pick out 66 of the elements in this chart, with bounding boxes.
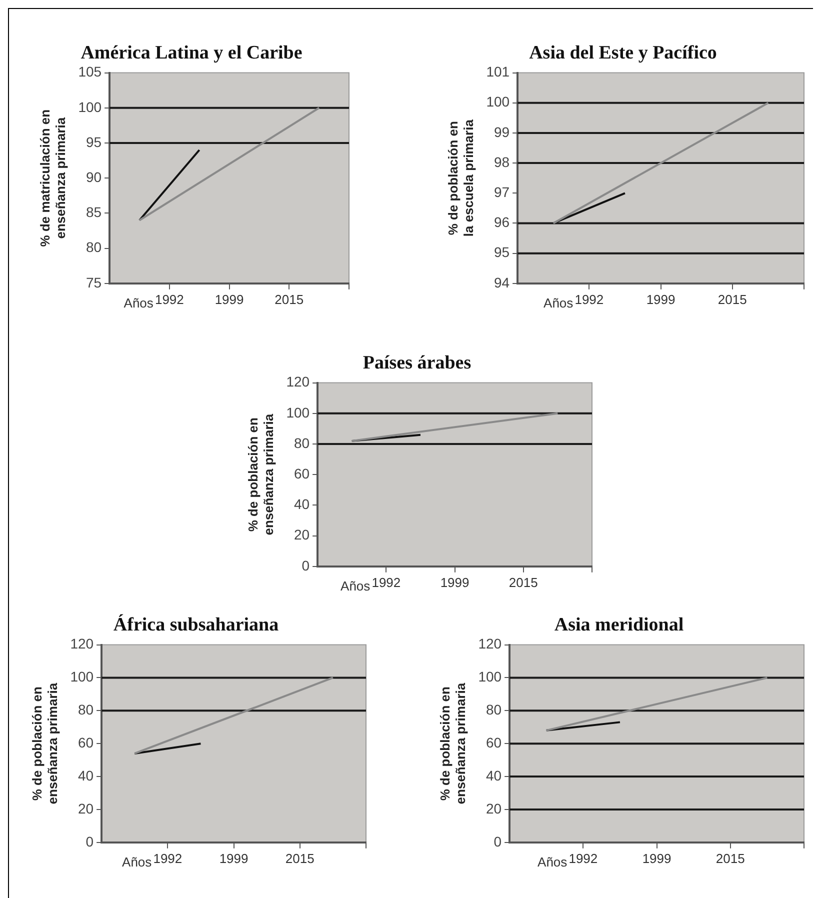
y-tick-label: 100 xyxy=(478,668,502,685)
y-tick-label: 80 xyxy=(294,434,310,451)
y-tick-label: 97 xyxy=(494,184,510,200)
y-tick-label: 95 xyxy=(494,244,510,260)
chart-title: África subsahariana xyxy=(113,613,280,636)
y-tick-label: 94 xyxy=(494,274,510,290)
chart-title: Países árabes xyxy=(362,352,472,374)
x-tick-label: 1992 xyxy=(568,850,598,866)
x-axis-title: Años xyxy=(544,295,574,310)
y-tick-label: 60 xyxy=(294,465,310,482)
y-axis-title: % de población en enseñanza primaria xyxy=(245,413,276,536)
y-tick-label: 120 xyxy=(478,636,502,652)
x-tick-label: 2015 xyxy=(716,850,745,866)
x-tick-label: 1999 xyxy=(219,850,248,866)
x-tick-label: 2015 xyxy=(285,850,314,866)
y-tick-label: 20 xyxy=(78,800,94,816)
y-tick-label: 80 xyxy=(486,702,502,718)
y-tick-label: 80 xyxy=(78,702,94,718)
x-tick-label: 2015 xyxy=(274,292,304,307)
y-tick-label: 0 xyxy=(302,557,310,574)
y-tick-label: 20 xyxy=(486,800,502,816)
y-tick-label: 99 xyxy=(494,124,510,140)
y-axis-title: % de población en enseñanza primaria xyxy=(29,682,60,804)
y-axis-title: % de población en enseñanza primaria xyxy=(437,682,468,804)
y-tick-label: 80 xyxy=(86,239,102,256)
y-tick-label: 98 xyxy=(494,154,510,170)
y-tick-label: 95 xyxy=(86,134,102,150)
x-axis-title: Años xyxy=(538,854,568,870)
x-axis-title: Años xyxy=(124,295,154,310)
y-tick-label: 20 xyxy=(294,526,310,543)
x-tick-label: 1992 xyxy=(153,850,182,866)
y-tick-label: 105 xyxy=(78,64,102,80)
x-tick-label: 2015 xyxy=(718,292,747,307)
y-tick-label: 60 xyxy=(78,734,94,750)
y-axis-title: % de matriculación en enseñanza primaria xyxy=(37,109,68,247)
chart-title: América Latina y el Caribe xyxy=(80,42,302,64)
x-tick-label: 1999 xyxy=(214,292,244,307)
y-tick-label: 0 xyxy=(494,833,502,850)
x-axis-title: Años xyxy=(122,854,152,870)
chart-title: Asia meridional xyxy=(554,614,684,636)
y-tick-label: 40 xyxy=(294,496,310,512)
y-axis-title: % de población en la escuela primaria xyxy=(445,118,476,237)
y-tick-label: 101 xyxy=(486,64,510,80)
y-tick-label: 100 xyxy=(286,404,310,420)
y-tick-label: 85 xyxy=(86,204,102,220)
x-tick-label: 1992 xyxy=(154,292,184,307)
y-tick-label: 40 xyxy=(78,767,94,784)
x-tick-label: 1999 xyxy=(440,574,470,590)
chart-title: Asia del Este y Pacífico xyxy=(529,42,717,64)
y-tick-label: 120 xyxy=(70,636,94,652)
x-tick-label: 2015 xyxy=(508,574,538,590)
y-tick-label: 90 xyxy=(86,168,102,185)
x-tick-label: 1999 xyxy=(646,292,676,307)
y-tick-label: 96 xyxy=(494,214,510,230)
y-tick-label: 100 xyxy=(486,94,510,110)
y-tick-label: 75 xyxy=(86,274,102,290)
y-tick-label: 40 xyxy=(486,767,502,784)
y-tick-label: 60 xyxy=(486,734,502,750)
x-tick-label: 1992 xyxy=(372,574,401,590)
x-tick-label: 1992 xyxy=(574,292,604,307)
y-tick-label: 100 xyxy=(78,98,102,115)
y-tick-label: 0 xyxy=(86,833,94,850)
y-tick-label: 120 xyxy=(286,374,310,390)
y-tick-label: 100 xyxy=(70,668,94,685)
x-tick-label: 1999 xyxy=(642,850,672,866)
x-axis-title: Años xyxy=(340,578,371,594)
